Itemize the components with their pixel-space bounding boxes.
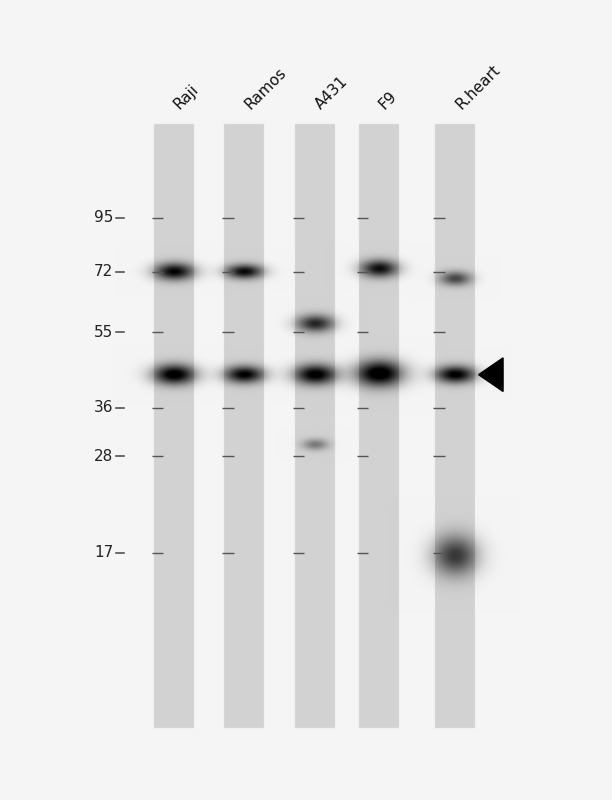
Polygon shape: [479, 358, 503, 391]
Text: 95: 95: [94, 210, 113, 225]
Text: 36: 36: [94, 400, 113, 415]
Text: 28: 28: [94, 449, 113, 464]
Text: 55: 55: [94, 325, 113, 340]
Text: Ramos: Ramos: [242, 65, 289, 112]
Text: R.heart: R.heart: [453, 62, 503, 112]
Text: Raji: Raji: [171, 82, 202, 112]
Text: A431: A431: [312, 74, 351, 112]
Text: F9: F9: [376, 88, 400, 112]
Text: 17: 17: [94, 546, 113, 560]
Text: 72: 72: [94, 265, 113, 279]
